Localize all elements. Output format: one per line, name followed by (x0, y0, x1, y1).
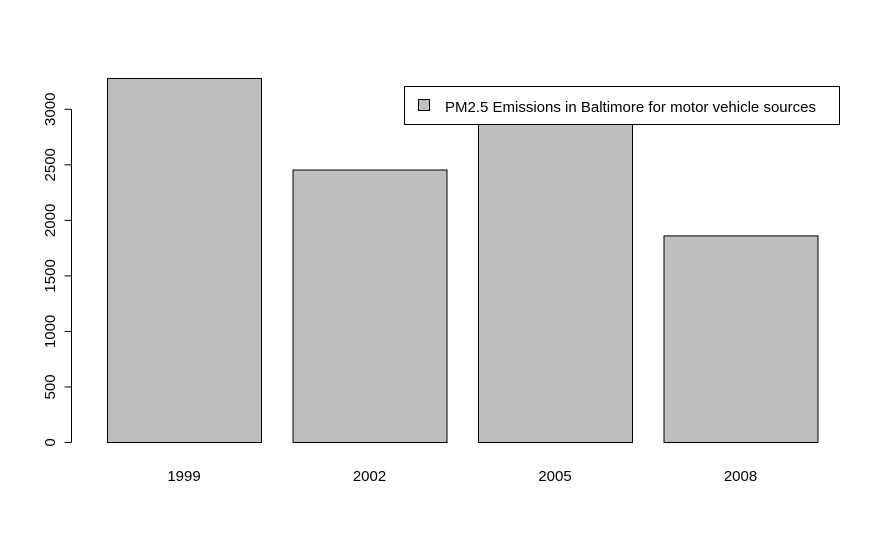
legend-box (404, 86, 840, 125)
x-axis-labels: 1999 2002 2005 2008 (167, 468, 757, 485)
y-tick-label: 3000 (42, 93, 59, 126)
y-tick-label: 1500 (42, 259, 59, 292)
y-tick-label: 500 (42, 374, 59, 399)
y-tick-label: 1000 (42, 315, 59, 348)
y-tick-label: 2000 (42, 204, 59, 237)
legend-entry-label: PM2.5 Emissions in Baltimore for motor v… (445, 99, 816, 116)
bar-1999 (107, 78, 262, 443)
legend-swatch (418, 99, 430, 111)
bar-2008 (663, 235, 819, 443)
x-tick-label-2002: 2002 (353, 468, 386, 485)
bar-2002 (292, 169, 448, 443)
x-tick-label-2008: 2008 (724, 468, 757, 485)
legend: PM2.5 Emissions in Baltimore for motor v… (404, 86, 840, 125)
y-tick-label: 2500 (42, 148, 59, 181)
y-axis: 0 500 1000 1500 2000 2500 3000 (42, 93, 72, 447)
bar-2005 (478, 112, 633, 443)
x-tick-label-2005: 2005 (538, 468, 571, 485)
y-tick-label: 0 (42, 438, 59, 446)
x-tick-label-1999: 1999 (167, 468, 200, 485)
bars-group (107, 78, 819, 443)
